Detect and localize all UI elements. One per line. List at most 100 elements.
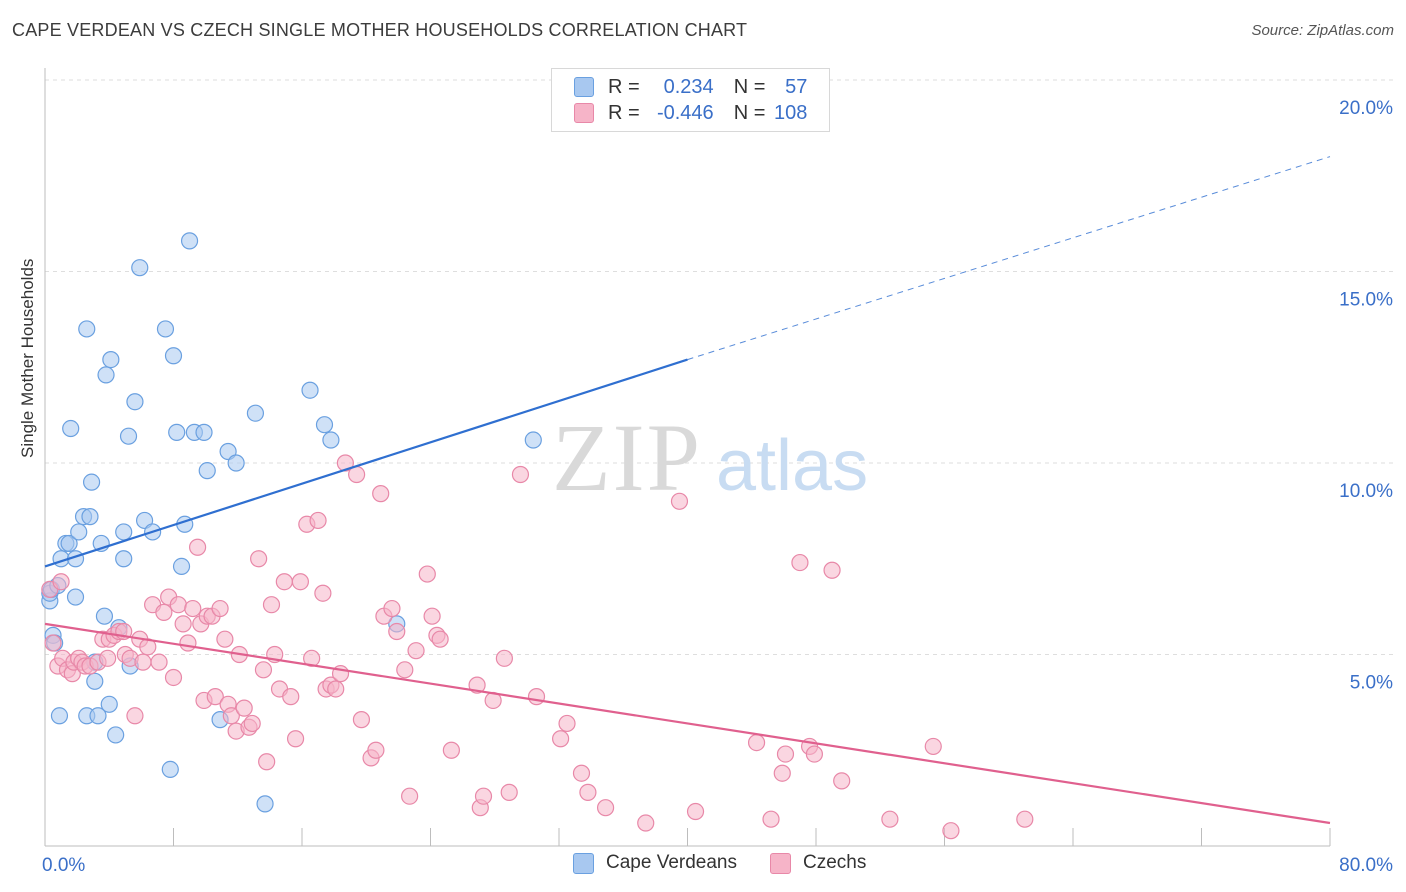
cape-verdean-point xyxy=(156,320,175,338)
czech-point xyxy=(388,622,406,641)
tick-labels: 5.0% 10.0% 15.0% 20.0% 0.0% 80.0% xyxy=(42,98,1393,876)
legend-item-cape-verdeans: Cape Verdeans xyxy=(573,852,737,874)
czech-point xyxy=(164,668,183,687)
watermark-atlas: atlas xyxy=(716,426,868,506)
cape-verdean-point xyxy=(126,393,144,411)
cape-verdean-point xyxy=(246,404,265,422)
cape-verdean-point xyxy=(70,523,88,541)
czech-point xyxy=(250,550,268,568)
czech-point xyxy=(511,465,530,484)
legend-swatch-pink xyxy=(574,103,594,123)
czech-point xyxy=(383,599,401,618)
czech-point xyxy=(401,787,419,805)
czech-point xyxy=(309,511,327,530)
czech-point xyxy=(558,714,576,733)
n-value: 57 xyxy=(785,75,808,98)
series-legend: Cape Verdeans Czechs xyxy=(0,852,1406,878)
czech-point xyxy=(805,745,823,763)
czech-point xyxy=(367,741,385,759)
czech-point xyxy=(254,661,273,679)
cape-verdean-point xyxy=(115,523,133,541)
cape-verdean-point xyxy=(95,607,114,625)
cape-verdean-trend-line xyxy=(44,358,688,568)
czech-point xyxy=(776,745,795,763)
cape-verdean-point xyxy=(78,320,96,338)
czech-point xyxy=(282,688,300,706)
czech-point xyxy=(924,737,942,756)
czech-point xyxy=(211,599,229,618)
r-label: R = xyxy=(608,101,640,124)
czech-point xyxy=(500,783,518,801)
y-tick-label: 15.0% xyxy=(1339,290,1393,311)
czech-point xyxy=(134,653,152,671)
czech-point xyxy=(216,630,234,648)
czech-point xyxy=(327,680,345,698)
czech-point xyxy=(596,799,615,817)
czech-point xyxy=(637,814,655,832)
czech-point xyxy=(155,603,173,621)
y-tick-label: 5.0% xyxy=(1350,673,1393,694)
cape-verdean-point xyxy=(102,350,120,369)
czech-point xyxy=(188,538,207,556)
czech-point xyxy=(150,653,168,671)
czech-trend-line xyxy=(44,622,1331,825)
czech-point xyxy=(495,649,513,667)
cape-verdean-point xyxy=(81,508,99,526)
cape-verdean-point xyxy=(256,795,274,813)
czech-point xyxy=(314,584,332,602)
czech-point xyxy=(942,822,960,840)
czech-point xyxy=(206,688,224,706)
czech-point xyxy=(418,565,436,583)
chart-source: Source: ZipAtlas.com xyxy=(1251,22,1394,39)
stats-legend: R = 0.234 N = 57 R = -0.446 N = 108 xyxy=(551,68,830,132)
czech-point xyxy=(184,599,202,618)
y-tick-label: 20.0% xyxy=(1339,98,1393,119)
legend-swatch-blue xyxy=(573,852,594,874)
czech-point xyxy=(352,711,371,729)
cape-verdean-point xyxy=(66,588,85,606)
cape-verdean-point xyxy=(89,707,107,725)
legend-swatch-pink xyxy=(770,852,791,874)
watermark: ZIP atlas xyxy=(552,404,868,511)
czech-point xyxy=(1016,810,1034,828)
czech-point xyxy=(833,772,851,790)
czech-point xyxy=(423,607,441,625)
x-tick-label: 0.0% xyxy=(42,855,85,876)
czech-point xyxy=(286,730,305,748)
cape-verdean-point xyxy=(168,423,186,441)
cape-verdean-point xyxy=(195,423,213,441)
watermark-zip: ZIP xyxy=(552,404,702,511)
cape-verdean-point xyxy=(107,726,125,744)
czech-point xyxy=(572,764,591,782)
czech-point xyxy=(179,634,197,652)
cape-verdean-point xyxy=(100,695,118,713)
legend-label: Cape Verdeans xyxy=(606,852,737,873)
cape-verdean-point xyxy=(180,232,199,250)
r-label: R = xyxy=(608,75,640,98)
czech-point xyxy=(303,649,321,667)
czech-point xyxy=(258,753,276,771)
czech-point xyxy=(773,764,791,782)
czech-point xyxy=(126,707,144,725)
series-cape-verdeans xyxy=(41,232,542,813)
czech-point xyxy=(174,615,192,633)
czech-point xyxy=(552,730,570,748)
n-label: N = xyxy=(733,75,766,98)
cape-verdean-point xyxy=(315,416,334,434)
cape-verdean-point xyxy=(60,534,78,553)
grid-lines xyxy=(45,79,1395,655)
czech-point xyxy=(823,561,841,579)
cape-verdean-point xyxy=(172,557,191,576)
czech-point xyxy=(169,596,187,614)
cape-verdean-trend-extension xyxy=(687,156,1331,361)
n-label: N = xyxy=(733,101,766,124)
czech-point xyxy=(275,573,293,591)
series-czechs xyxy=(41,454,1034,840)
czech-point xyxy=(372,485,390,503)
legend-swatch-blue xyxy=(574,77,594,97)
cape-verdean-point xyxy=(227,454,245,472)
czech-point xyxy=(527,688,546,706)
czech-point xyxy=(579,783,597,801)
czech-point xyxy=(747,733,766,752)
trend-lines xyxy=(44,156,1331,825)
